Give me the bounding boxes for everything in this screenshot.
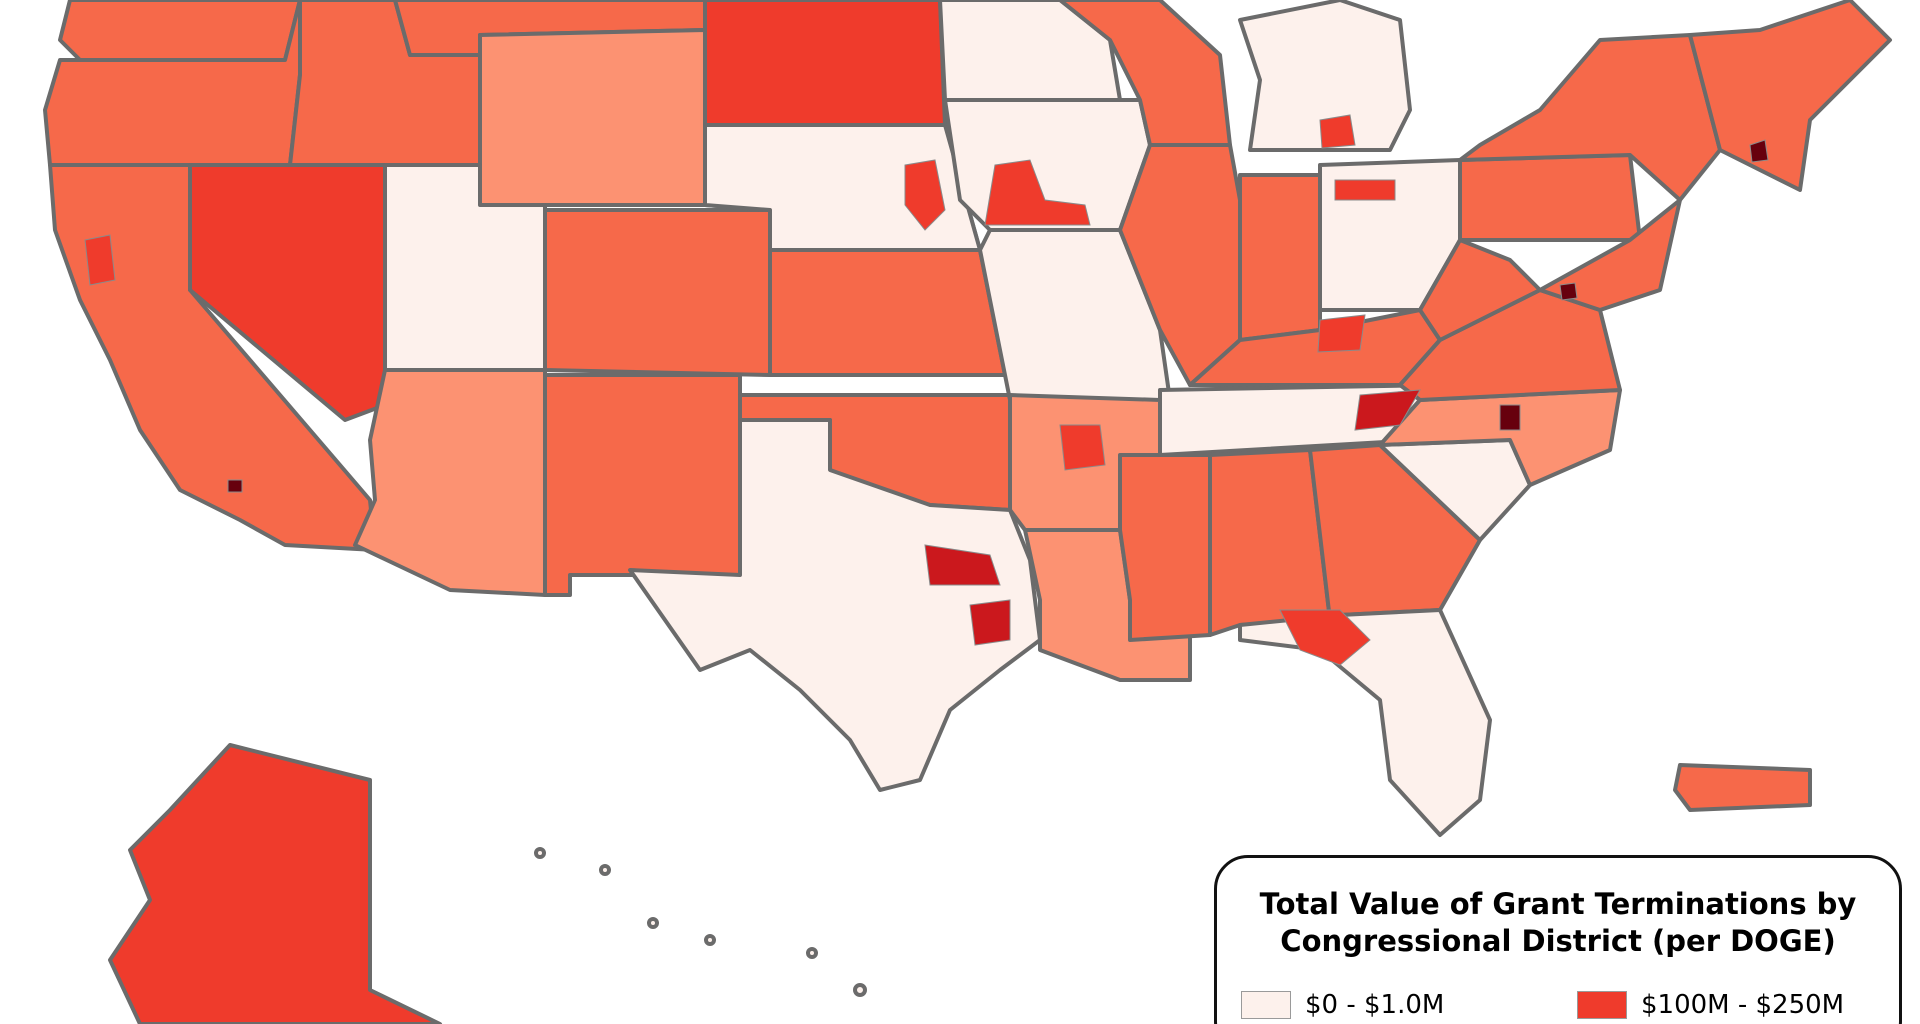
legend-swatch-100m-250m — [1577, 991, 1627, 1019]
state-colorado — [543, 208, 772, 377]
hawaii-island-5 — [806, 947, 818, 959]
state-florida — [1238, 608, 1492, 837]
hawaii-island-4 — [704, 934, 716, 946]
state-new-mexico — [543, 373, 742, 597]
district-ca-la — [227, 479, 243, 493]
legend-label-0-1m: $0 - $1.0M — [1305, 990, 1445, 1020]
district-tx-dallas — [924, 544, 1001, 586]
state-new-england — [1688, 0, 1892, 192]
legend-title-line-2: Congressional District (per DOGE) — [1280, 924, 1836, 958]
state-nevada — [188, 163, 387, 422]
district-nc-durham — [1499, 404, 1521, 431]
hawaii-island-1 — [534, 847, 546, 859]
district-fl-panhandle — [1279, 609, 1371, 666]
state-mississippi — [1118, 453, 1212, 642]
state-minnesota — [938, 0, 1122, 102]
district-ma-boston — [1749, 139, 1769, 163]
map-legend: Total Value of Grant Terminations by Con… — [1214, 855, 1902, 1024]
legend-title: Total Value of Grant Terminations by Con… — [1217, 886, 1899, 960]
state-indiana — [1238, 173, 1322, 342]
district-tn-east — [1354, 389, 1421, 431]
district-oh-columbus — [1334, 179, 1396, 201]
hawaii-island-6 — [853, 983, 867, 997]
state-alaska — [108, 743, 442, 1024]
state-pennsylvania — [1458, 153, 1642, 242]
state-washington — [58, 0, 302, 62]
state-west-virginia — [1418, 238, 1542, 342]
territory-puerto-rico — [1673, 763, 1812, 812]
legend-title-line-1: Total Value of Grant Terminations by — [1259, 887, 1857, 921]
legend-label-100m-250m: $100M - $250M — [1641, 990, 1845, 1020]
hawaii-island-3 — [647, 917, 659, 929]
district-tx-houston — [969, 599, 1011, 646]
state-texas — [628, 418, 1042, 792]
district-ar-central — [1059, 424, 1106, 471]
state-wyoming — [478, 28, 707, 207]
district-ky-lexington — [1317, 314, 1366, 353]
legend-swatch-0-1m — [1241, 991, 1291, 1019]
state-kansas — [768, 248, 1007, 377]
district-sd-east — [904, 159, 946, 231]
district-mi-lansing — [1319, 114, 1356, 149]
state-michigan — [1238, 0, 1412, 152]
district-ia-central — [984, 159, 1091, 226]
hawaii-island-2 — [599, 864, 611, 876]
district-md-baltimore — [1559, 282, 1578, 301]
district-ca-bay — [84, 234, 116, 286]
legend-item-0-1m: $0 - $1.0M — [1241, 990, 1444, 1020]
state-north-dakota — [703, 0, 947, 127]
legend-item-100m-250m: $100M - $250M — [1577, 990, 1844, 1020]
